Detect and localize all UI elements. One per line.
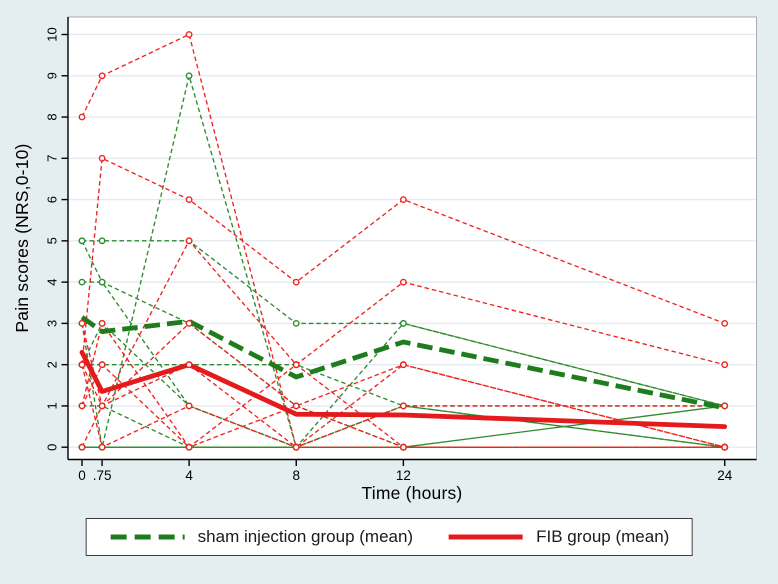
data-point-fib [399,196,407,204]
data-point-fib [399,278,407,286]
data-point-sham [78,278,86,286]
data-point-fib [185,31,193,38]
data-point-fib [78,361,86,369]
data-point-fib [98,361,106,369]
data-point-fib [721,443,729,451]
data-point-fib [721,361,729,369]
y-tick-label: 3 [44,320,59,327]
sham-mean-line-swatch-icon [110,534,185,540]
fib-mean-line-swatch-icon [449,534,524,540]
y-tick-label: 4 [45,278,60,285]
individual-line-fib [81,239,725,408]
data-point-fib [185,196,193,204]
individual-line-fib [81,157,725,365]
data-point-fib [185,237,193,245]
data-point-fib [292,402,300,410]
data-point-fib [399,361,407,369]
data-point-fib [78,113,86,121]
legend-label-sham: sham injection group (mean) [197,527,414,546]
data-point-fib [98,402,106,410]
y-tick-label: 0 [45,444,60,451]
data-point-fib [399,402,407,410]
y-tick-label: 9 [44,72,59,79]
individual-line-fib [81,321,725,449]
y-tick-label: 1 [45,402,60,409]
x-tick-label: 8 [292,468,300,483]
individual-line-sham [81,73,725,449]
legend-label-fib: FIB group (mean) [536,527,670,546]
data-point-fib [185,319,193,327]
y-tick-label: 7 [45,155,60,162]
data-point-sham [98,237,106,245]
data-point-fib [292,278,300,286]
data-point-fib [185,402,193,410]
data-point-fib [98,443,106,451]
data-point-fib [78,443,86,451]
data-point-fib [185,361,193,369]
data-point-fib [721,319,729,327]
data-point-fib [185,443,193,451]
y-tick-label: 5 [45,237,60,244]
individual-line-sham [81,322,725,448]
y-tick-label: 10 [45,27,60,41]
individual-line-fib [81,363,725,448]
data-point-sham [98,278,106,286]
data-point-fib [78,402,86,410]
x-tick-label: 24 [717,468,733,483]
x-tick-label: .75 [93,468,112,483]
x-tick-label: 0 [78,468,86,483]
mean-line-sham [80,315,726,411]
x-tick-label: 4 [185,468,193,483]
data-point-fib [721,402,729,410]
data-point-fib [292,443,300,451]
y-tick-label: 8 [45,113,60,120]
data-point-fib [78,319,86,327]
plot-area [67,16,757,460]
data-point-fib [98,72,106,80]
y-axis-title: Pain scores (NRS,0-10) [12,143,32,333]
data-point-sham [185,72,193,80]
data-point-fib [98,154,106,162]
individual-line-fib [81,364,725,449]
data-point-sham [292,319,300,327]
y-tick-label: 2 [44,361,59,368]
data-point-fib [98,319,106,327]
x-axis-title: Time (hours) [361,483,463,503]
data-point-fib [399,443,407,451]
data-point-sham [399,319,407,327]
mean-line-fib [79,349,728,430]
y-tick-label: 6 [44,196,59,203]
legend: sham injection group (mean) FIB group (m… [85,518,693,556]
data-point-sham [78,237,86,245]
legend-item-fib: FIB group (mean) [447,527,669,547]
legend-item-sham: sham injection group (mean) [109,527,413,547]
data-point-fib [292,361,300,369]
x-tick-label: 12 [396,468,411,483]
